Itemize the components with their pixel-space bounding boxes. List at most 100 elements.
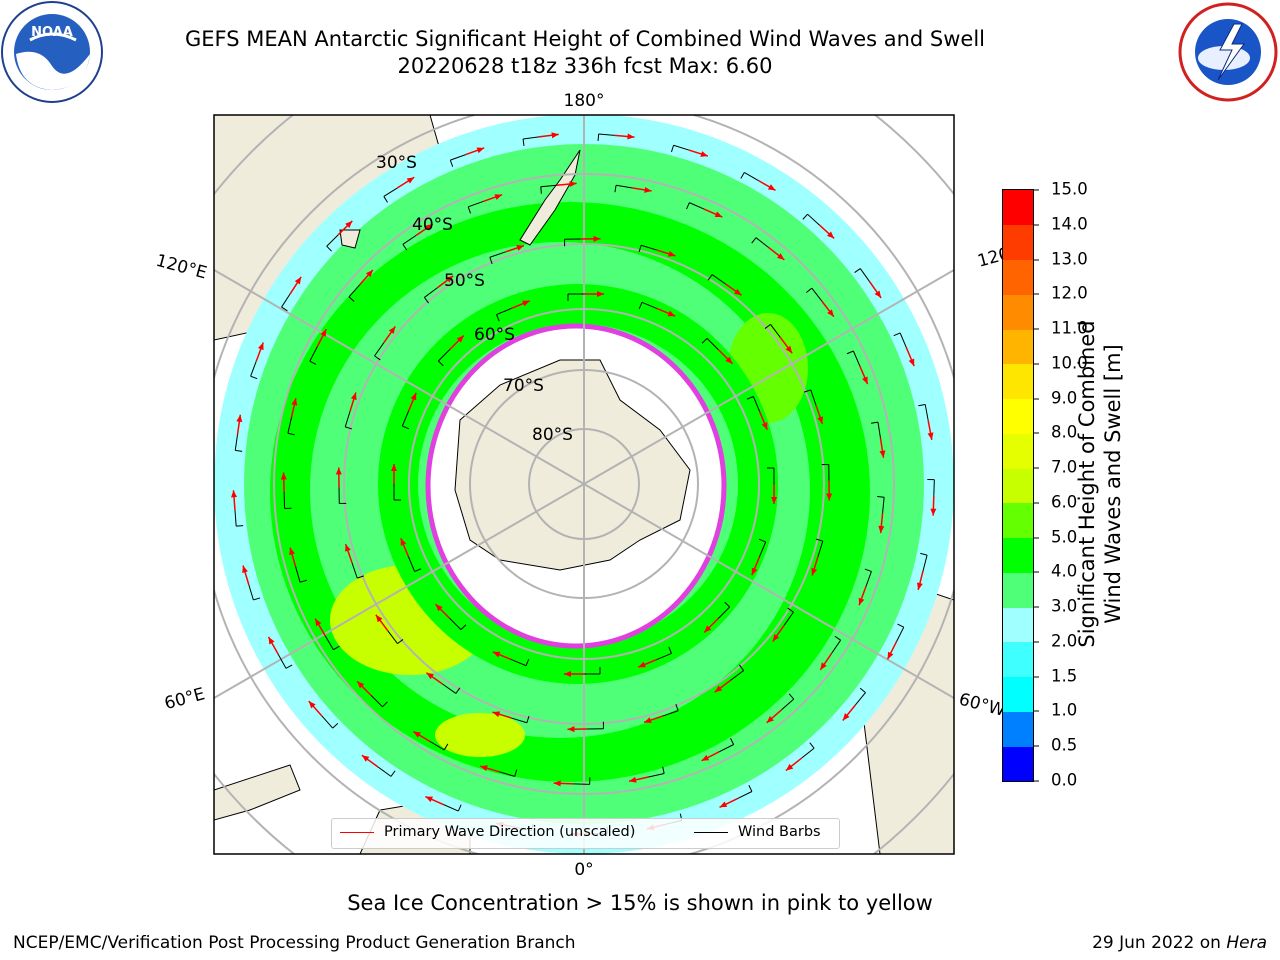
wave-arrow-head [388,326,396,334]
wave-arrow-head [315,618,322,627]
lon-label-0: 0° [574,860,593,880]
wind-barb-flag [345,426,353,430]
colorbar-band [1003,294,1033,330]
wave-arrow-head [492,651,501,658]
wind-barb-flag [443,743,449,751]
wind-barb [489,251,506,258]
wind-barb [648,773,665,778]
wind-barb-flag [724,601,731,608]
wind-barb [324,635,334,650]
wind-barb [287,417,292,434]
wave-arrow-head [777,253,785,260]
wind-barb [811,287,823,302]
wind-barb [522,136,539,140]
lat-label-60s: 60°S [474,325,515,345]
wave-arrow-head [289,547,295,556]
wave-arrow-head [350,392,357,401]
wind-barb [865,571,872,587]
wind-barb-flag [920,552,928,556]
wave-direction-arrows [231,132,937,838]
colorbar-tick-label: 9.0 [1034,388,1077,407]
sea-ice-caption: Sea Ice Concentration > 15% is shown in … [347,891,933,915]
wind-barb-flag [871,421,879,424]
wind-barb [281,293,291,308]
wave-arrow-head [785,763,794,771]
svg-text:NOAA: NOAA [31,25,73,40]
colorbar-band [1003,190,1033,226]
colorbar-band [1003,572,1033,608]
wind-barb [370,695,383,708]
wind-barb-flag [918,403,926,407]
wave-arrow-head [456,335,464,343]
footer-host: Hera [1226,933,1267,953]
wind-barb [326,234,339,247]
wind-barb [430,741,445,751]
wind-barb [348,284,360,298]
wind-barb-flag [686,202,690,210]
legend-swatch-primary [340,831,374,833]
wind-barb-flag [397,639,404,645]
wind-barb [437,349,451,362]
wind-barb [781,698,795,711]
legend-swatch-wind [694,831,728,833]
wind-barb [831,639,842,654]
colorbar [1002,189,1034,782]
lat-label-50s: 50°S [444,271,485,291]
wind-barb-flag [514,769,518,777]
colorbar-tick-label: 0.0 [1034,771,1077,790]
wind-barb [924,404,929,421]
wind-barb [899,332,907,348]
wind-barb [344,411,351,428]
wind-barb [234,434,239,451]
colorbar-tick-label: 15.0 [1034,180,1088,199]
wind-barb-flag [787,607,794,613]
wave-arrow-head [308,701,316,709]
wave-arrow-head [817,416,823,424]
wind-barb [807,213,820,226]
colorbar-tick-label: 13.0 [1034,249,1088,268]
wave-arrow-head [644,186,652,193]
lat-label-40s: 40°S [412,215,453,235]
wave-arrow-head [700,151,708,157]
wave-arrow-head [638,661,646,668]
colorbar-label-line1: Significant Height of Combined [1075,320,1099,648]
wave-arrow-head [714,211,723,218]
wind-barb-flag [299,579,307,583]
lon-label-60e: 60°E [162,684,207,714]
wave-arrow-head [294,276,302,285]
wind-barb-flag [253,597,261,601]
wind-barb-flag [281,306,288,312]
wind-barb-flag [893,332,901,337]
colorbar-tick-label: 12.0 [1034,284,1088,303]
wind-barb-flag [467,206,472,214]
colorbar-tick-label: 5.0 [1034,527,1077,546]
wave-arrow-head [725,356,733,364]
wind-barb-flag [457,804,462,812]
wave-arrow-head [667,310,676,317]
wind-barb [496,308,512,316]
wave-arrow-head [627,133,635,140]
wind-barb [752,396,760,412]
colorbar-tick-label: 1.5 [1034,666,1077,685]
wind-barb [450,154,466,161]
wave-arrow-head [569,181,577,188]
wave-arrow-head [842,713,850,721]
wind-barb-flag [437,360,444,367]
colorbar-band [1003,398,1033,434]
wind-barb [402,234,417,245]
wave-arrow-head [908,358,915,367]
wind-barb [424,287,438,298]
wave-arrow-head [257,342,264,351]
wave-arrow-head [593,235,601,242]
wave-arrow-head [567,726,575,733]
wind-barb [689,202,705,210]
wind-barb [783,611,794,626]
wind-barb-flag [788,693,795,700]
wind-barb [295,566,301,583]
wave-arrow-head [335,467,342,475]
wave-arrow-head [406,177,415,184]
map-legend: Primary Wave Direction (unscaled) Wind B… [331,818,840,849]
wave-arrow-head [410,392,417,401]
wave-arrow-head [280,472,287,480]
wave-arrow-head [375,614,383,623]
